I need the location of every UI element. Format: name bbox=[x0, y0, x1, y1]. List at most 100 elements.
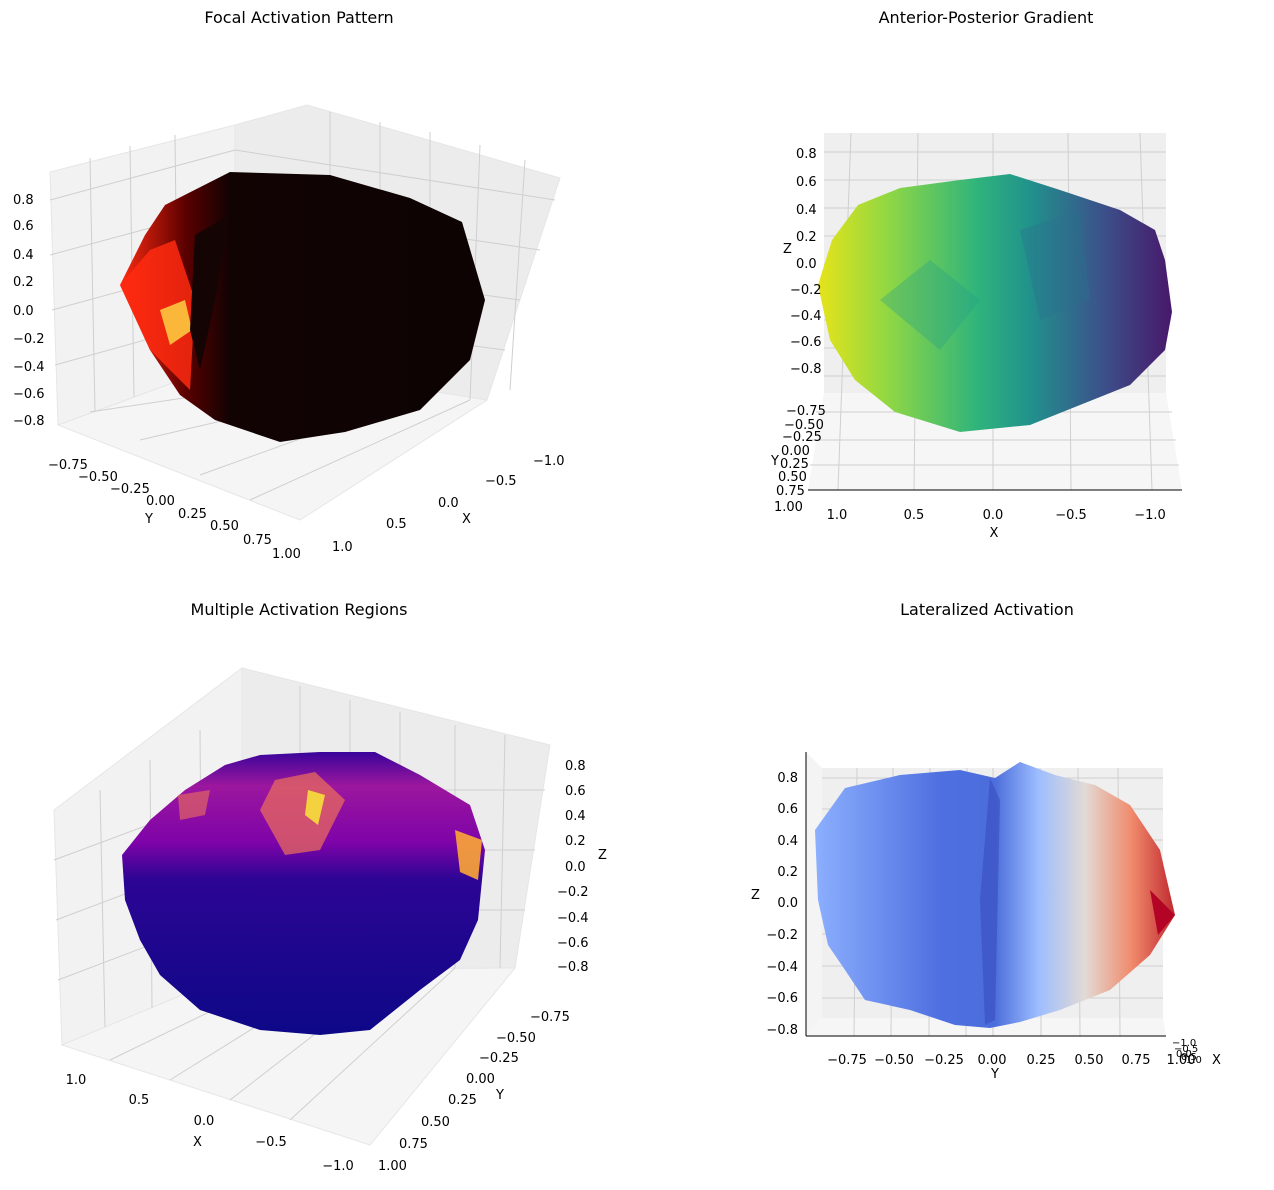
svg-text:0.5: 0.5 bbox=[386, 517, 407, 532]
svg-text:−0.2: −0.2 bbox=[790, 283, 822, 298]
z-axis-ticks: 0.8 0.6 0.4 0.2 0.0 −0.2 −0.4 −0.6 −0.8 bbox=[766, 771, 798, 1038]
svg-text:−0.5: −0.5 bbox=[1174, 1044, 1198, 1055]
svg-text:−0.4: −0.4 bbox=[790, 309, 822, 324]
svg-text:−0.5: −0.5 bbox=[1055, 508, 1087, 523]
svg-text:0.5: 0.5 bbox=[1181, 1052, 1197, 1063]
svg-text:0.0: 0.0 bbox=[983, 508, 1004, 523]
panel-focal-activation: Focal Activation Pattern 0.8 0.6 bbox=[13, 8, 565, 562]
svg-text:−0.75: −0.75 bbox=[827, 1053, 867, 1068]
pane-floor bbox=[808, 393, 1182, 490]
y-axis-label: Y bbox=[990, 1067, 999, 1082]
svg-text:−0.25: −0.25 bbox=[110, 482, 150, 497]
svg-text:1.00: 1.00 bbox=[774, 500, 803, 515]
svg-text:1.0: 1.0 bbox=[1186, 1055, 1202, 1066]
y-axis-ticks: −0.75 −0.50 −0.25 0.00 0.25 0.50 0.75 1.… bbox=[827, 1053, 1195, 1068]
svg-text:−0.50: −0.50 bbox=[496, 1031, 536, 1046]
svg-text:−0.8: −0.8 bbox=[790, 362, 822, 377]
svg-text:−1.0: −1.0 bbox=[1134, 508, 1166, 523]
activation-region bbox=[455, 830, 482, 880]
activation-region bbox=[178, 790, 210, 820]
svg-text:0.2: 0.2 bbox=[13, 275, 34, 290]
y-axis-label: Y bbox=[770, 454, 779, 469]
svg-text:0.25: 0.25 bbox=[178, 507, 207, 522]
svg-text:0.50: 0.50 bbox=[778, 470, 807, 485]
svg-text:−0.6: −0.6 bbox=[766, 991, 798, 1006]
svg-text:0.75: 0.75 bbox=[1122, 1053, 1151, 1068]
svg-text:−0.50: −0.50 bbox=[78, 470, 118, 485]
svg-text:1.00: 1.00 bbox=[1167, 1053, 1196, 1068]
z-axis-ticks: 0.8 0.6 0.4 0.2 0.0 −0.2 −0.4 −0.6 −0.8 bbox=[13, 193, 45, 429]
svg-text:−0.4: −0.4 bbox=[766, 960, 798, 975]
svg-text:−0.6: −0.6 bbox=[790, 335, 822, 350]
svg-text:−0.5: −0.5 bbox=[485, 474, 517, 489]
panel-lateralized-activation: Lateralized Activation 0.8 0.6 0.4 0.2 0… bbox=[751, 600, 1221, 1082]
x-axis-ticks: 1.0 0.5 0.0 −0.5 −1.0 bbox=[66, 1073, 354, 1174]
brain-surface bbox=[120, 172, 485, 442]
chart-title: Lateralized Activation bbox=[900, 600, 1074, 619]
svg-text:0.50: 0.50 bbox=[421, 1115, 450, 1130]
activation-hotspot bbox=[305, 790, 325, 825]
svg-text:−0.75: −0.75 bbox=[48, 458, 88, 473]
svg-text:1.0: 1.0 bbox=[66, 1073, 87, 1088]
y-axis-ticks: −0.75 −0.50 −0.25 0.00 0.25 0.50 0.75 1.… bbox=[378, 1010, 570, 1174]
svg-text:0.75: 0.75 bbox=[776, 484, 805, 499]
svg-text:−0.2: −0.2 bbox=[13, 332, 45, 347]
svg-text:0.00: 0.00 bbox=[146, 494, 175, 509]
brain-surface bbox=[122, 752, 485, 1035]
svg-text:0.8: 0.8 bbox=[777, 771, 798, 786]
x-axis-label: X bbox=[990, 526, 999, 541]
svg-text:0.4: 0.4 bbox=[796, 203, 817, 218]
svg-text:0.5: 0.5 bbox=[904, 508, 925, 523]
svg-text:0.6: 0.6 bbox=[13, 219, 34, 234]
svg-text:0.2: 0.2 bbox=[777, 865, 798, 880]
svg-text:−0.75: −0.75 bbox=[786, 404, 826, 419]
focal-hotspot bbox=[160, 300, 192, 345]
svg-text:0.75: 0.75 bbox=[399, 1137, 428, 1152]
svg-text:−0.4: −0.4 bbox=[557, 911, 589, 926]
svg-text:−0.25: −0.25 bbox=[782, 430, 822, 445]
z-axis-label: Z bbox=[751, 888, 760, 903]
svg-text:0.0: 0.0 bbox=[796, 257, 817, 272]
svg-text:−0.8: −0.8 bbox=[766, 1023, 798, 1038]
y-axis-label: Y bbox=[144, 512, 153, 527]
svg-text:0.4: 0.4 bbox=[565, 809, 586, 824]
svg-text:0.50: 0.50 bbox=[210, 519, 239, 534]
surface-facet bbox=[1020, 210, 1090, 320]
svg-text:−1.0: −1.0 bbox=[533, 454, 565, 469]
svg-text:1.00: 1.00 bbox=[378, 1159, 407, 1174]
svg-text:1.0: 1.0 bbox=[827, 508, 848, 523]
svg-text:0.6: 0.6 bbox=[565, 784, 586, 799]
svg-text:−0.50: −0.50 bbox=[784, 418, 824, 433]
x-axis-ticks: −1.0 −0.5 0.0 0.5 1.0 bbox=[1172, 1038, 1202, 1066]
x-axis-label: X bbox=[462, 512, 471, 527]
svg-text:−0.6: −0.6 bbox=[13, 387, 45, 402]
svg-text:0.50: 0.50 bbox=[1075, 1053, 1104, 1068]
pane-floor bbox=[60, 967, 517, 1146]
svg-text:0.6: 0.6 bbox=[796, 175, 817, 190]
svg-text:0.00: 0.00 bbox=[466, 1072, 495, 1087]
svg-text:0.25: 0.25 bbox=[1027, 1053, 1056, 1068]
surface-fold bbox=[190, 215, 230, 370]
svg-text:−0.25: −0.25 bbox=[479, 1051, 519, 1066]
svg-text:0.2: 0.2 bbox=[796, 230, 817, 245]
svg-text:−0.25: −0.25 bbox=[924, 1053, 964, 1068]
svg-text:0.0: 0.0 bbox=[777, 896, 798, 911]
x-axis-label: X bbox=[193, 1135, 202, 1150]
svg-text:0.75: 0.75 bbox=[243, 533, 272, 548]
svg-text:0.25: 0.25 bbox=[780, 457, 809, 472]
activation-region bbox=[1150, 890, 1175, 935]
panel-anterior-posterior: Anterior-Posterior Gradient 0.8 0.6 0.4 … bbox=[770, 8, 1182, 541]
svg-text:−0.75: −0.75 bbox=[530, 1010, 570, 1025]
svg-text:1.00: 1.00 bbox=[272, 547, 301, 562]
svg-text:0.0: 0.0 bbox=[438, 496, 459, 511]
svg-text:−0.8: −0.8 bbox=[13, 414, 45, 429]
focal-patch bbox=[120, 240, 195, 390]
y-axis-ticks: −0.75 −0.50 −0.25 0.00 0.25 0.50 0.75 1.… bbox=[48, 458, 301, 562]
chart-title: Focal Activation Pattern bbox=[204, 8, 393, 27]
svg-text:0.2: 0.2 bbox=[565, 834, 586, 849]
z-axis-label: Z bbox=[598, 848, 607, 863]
surface-facet bbox=[880, 260, 980, 350]
svg-text:0.5: 0.5 bbox=[129, 1093, 150, 1108]
surface-mesh bbox=[122, 752, 485, 1035]
